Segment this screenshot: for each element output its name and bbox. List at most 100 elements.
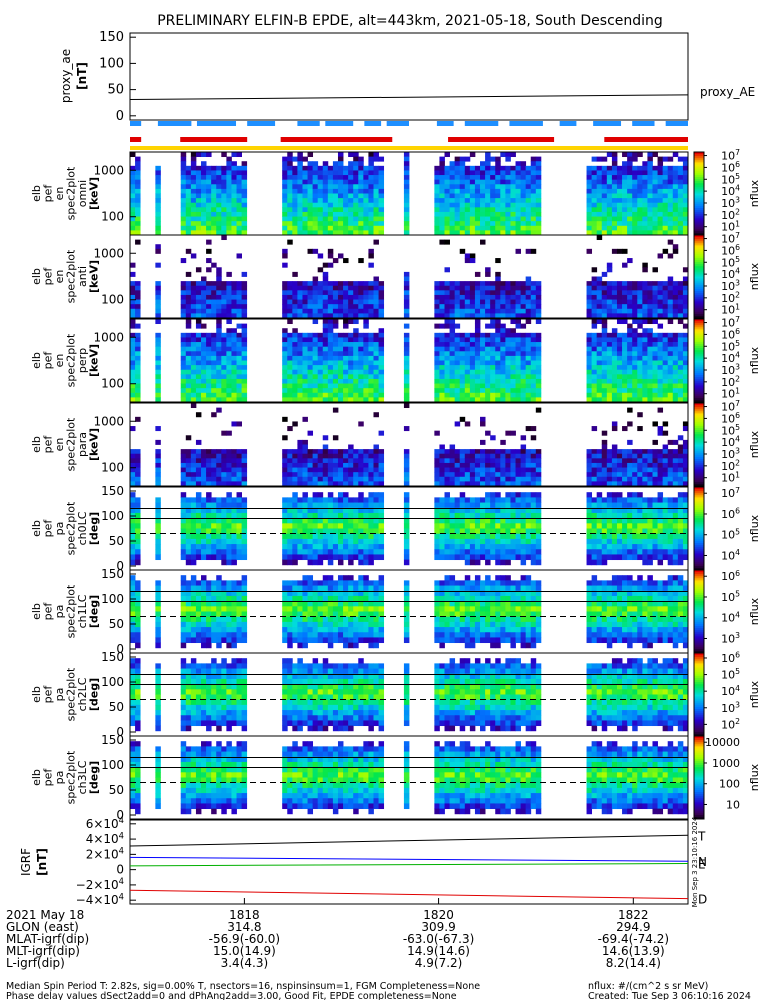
spectrogram-cell: [206, 533, 212, 540]
spectrogram-cell: [632, 221, 638, 227]
spectrogram-cell: [332, 383, 339, 389]
spectrogram-cell: [135, 198, 141, 204]
spectrogram-cell: [469, 165, 476, 171]
spectrogram-cell: [317, 216, 324, 222]
spectrogram-cell: [672, 313, 679, 319]
spectrogram-cell: [287, 360, 293, 366]
spectrogram-cell: [206, 388, 212, 394]
spectrogram-cell: [236, 512, 242, 519]
spectrogram-cell: [312, 355, 319, 361]
spectrogram-cell: [667, 467, 674, 473]
state-bars: [130, 121, 688, 150]
spectrogram-cell: [627, 467, 633, 473]
spectrogram-cell: [155, 449, 161, 455]
spectrogram-cell: [637, 152, 643, 158]
spectrogram-cell: [312, 299, 319, 305]
spectrogram-cell: [464, 502, 471, 509]
spectrogram-cell: [667, 365, 674, 371]
spectrogram-cell: [637, 299, 643, 305]
spectrogram-cell: [657, 430, 664, 436]
spectrogram-cell: [611, 462, 618, 468]
spectrogram-cell: [180, 462, 187, 468]
spectrogram-cell: [520, 507, 527, 514]
spectrogram-cell: [662, 342, 669, 348]
spectrogram-cell: [500, 538, 506, 545]
colorbar-segment: [694, 454, 704, 458]
spectrogram-cell: [485, 285, 491, 291]
spectrogram-cell: [292, 202, 298, 208]
spectrogram-cell: [185, 383, 192, 389]
spectrogram-cell: [647, 328, 653, 334]
spectrogram-cell: [206, 239, 212, 245]
spectrogram-cell: [591, 346, 598, 352]
spectrogram-cell: [662, 248, 669, 254]
spectrogram-cell: [403, 388, 410, 394]
spectrogram-cell: [616, 281, 623, 287]
spectrogram-cell: [195, 337, 202, 343]
colorbar-segment: [694, 187, 704, 190]
colorbar-segment: [694, 247, 704, 251]
spectrogram-cell: [231, 230, 237, 236]
spectrogram-cell: [287, 294, 293, 300]
colorbar-segment: [694, 164, 704, 168]
colorbar-segment: [694, 201, 704, 205]
spectrogram-cell: [135, 369, 141, 375]
spectrogram-cell: [297, 342, 303, 348]
spectrogram-cell: [606, 374, 613, 380]
spectrogram-cell: [459, 175, 466, 181]
spectrogram-cell: [672, 458, 679, 464]
spectrogram-cell: [297, 374, 303, 380]
spectrogram-cell: [201, 188, 207, 194]
spectrogram-cell: [241, 281, 248, 287]
spectrogram-cell: [464, 216, 471, 222]
ae-ytick-label: 100: [99, 56, 124, 71]
spectrogram-cell: [637, 369, 643, 375]
spectrogram-cell: [632, 462, 638, 468]
spectrogram-cell: [327, 481, 334, 487]
spectrogram-cell: [287, 198, 293, 204]
spectrogram-cell: [682, 211, 689, 217]
spectrogram-cell: [662, 388, 669, 394]
spectrogram-cell: [201, 369, 207, 375]
spectrogram-cell: [505, 337, 511, 343]
spectrogram-cell: [449, 332, 456, 338]
spectrogram-cell: [201, 462, 207, 468]
spectrogram-cell: [464, 253, 471, 259]
spectrogram-cell: [307, 472, 314, 478]
spectrogram-cell: [505, 544, 511, 550]
spectrogram-cell: [403, 313, 410, 319]
spectrogram-cell: [353, 449, 359, 455]
spectrogram-cell: [647, 481, 653, 487]
spectrogram-cell: [515, 512, 521, 519]
spectrogram-panel: 1000100elbpefenspec2plotperp[keV]1071061…: [30, 315, 761, 403]
spectrogram-cell: [464, 355, 471, 361]
spectrogram-cell: [637, 388, 643, 394]
spectrogram-cell: [622, 262, 628, 268]
spectrogram-cell: [231, 179, 237, 185]
spectrogram-cell: [363, 538, 369, 545]
spectrogram-cell: [505, 497, 511, 503]
spectrogram-cell: [480, 165, 486, 171]
spectrogram-cell: [662, 472, 669, 478]
spectrogram-cell: [195, 355, 202, 361]
spectrogram-cell: [348, 216, 354, 222]
spectrogram-cell: [403, 476, 410, 482]
spectrogram-cell: [485, 346, 491, 352]
spectrogram-cell: [201, 554, 207, 561]
spectrogram-cell: [652, 152, 658, 158]
spectrogram-cell: [682, 313, 689, 319]
spectrogram-cell: [130, 369, 136, 375]
spectrogram-cell: [520, 467, 527, 473]
spectrogram-cell: [292, 198, 298, 204]
spectrogram-cell: [444, 165, 450, 171]
spectrogram-cell: [682, 179, 689, 185]
spectrogram-cell: [282, 374, 288, 380]
colorbar-segment: [694, 399, 704, 403]
spectrogram-cell: [662, 444, 669, 450]
spectrogram-cell: [480, 285, 486, 291]
spectrogram-cell: [363, 512, 369, 519]
spectrogram-cell: [535, 449, 542, 455]
spectrogram-cell: [282, 165, 288, 171]
spectrogram-cell: [368, 449, 374, 455]
spectrogram-cell: [515, 184, 521, 190]
